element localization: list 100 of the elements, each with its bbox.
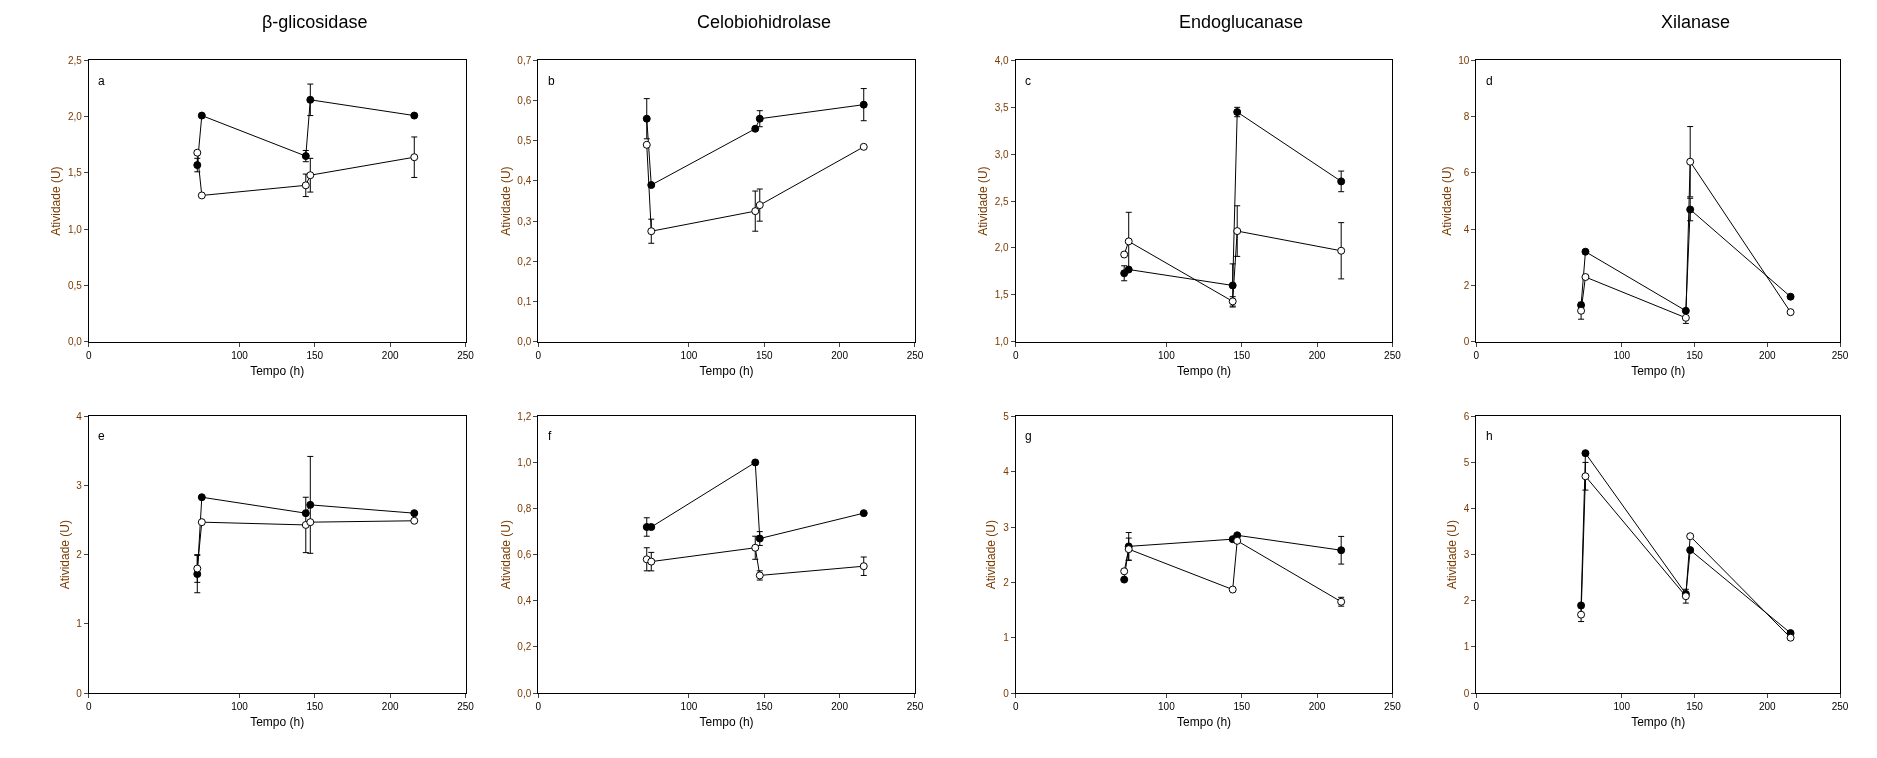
x-tick-label: 200 xyxy=(1758,701,1777,713)
x-tick-label: 100 xyxy=(1158,701,1176,713)
y-tick-label: 10 xyxy=(1458,54,1470,66)
y-tick-label: 0,5 xyxy=(517,135,532,147)
y-tick-label: 2 xyxy=(76,549,83,561)
x-tick-label: 100 xyxy=(1613,349,1631,361)
y-tick-label: 0,8 xyxy=(517,503,532,515)
x-tick-label: 200 xyxy=(381,701,399,713)
y-tick-label: 1 xyxy=(1003,632,1010,644)
y-axis-title: Atividade (U) xyxy=(984,520,999,590)
y-tick-label: 2 xyxy=(1003,576,1010,588)
y-tick-label: 1 xyxy=(1463,641,1470,653)
y-tick-label: 2 xyxy=(1463,279,1470,291)
y-tick-label: 4,0 xyxy=(994,54,1010,66)
x-tick-label: 250 xyxy=(1831,349,1849,361)
y-tick-label: 0,0 xyxy=(517,687,532,699)
y-tick-label: 8 xyxy=(1463,111,1470,123)
x-tick-label: 250 xyxy=(1384,349,1402,361)
y-tick-label: 1,5 xyxy=(67,167,83,179)
x-axis-title: Tempo (h) xyxy=(1177,714,1232,729)
x-tick-label: 150 xyxy=(1233,349,1251,361)
y-tick-label: 0,4 xyxy=(517,175,532,187)
y-tick-label: 0,0 xyxy=(67,336,83,348)
x-axis-title: Tempo (h) xyxy=(699,363,754,378)
y-tick-label: 1 xyxy=(76,618,83,630)
annotation: d xyxy=(1486,74,1493,88)
y-tick-label: 0,2 xyxy=(517,255,532,267)
x-axis-title: Tempo (h) xyxy=(250,363,305,378)
x-tick-label: 250 xyxy=(457,349,475,361)
y-tick-label: 2,0 xyxy=(67,111,83,123)
y-tick-label: 0 xyxy=(1463,687,1470,699)
y-tick-label: 0,2 xyxy=(517,641,532,653)
x-tick-label: 0 xyxy=(86,701,93,713)
y-tick-label: 4 xyxy=(76,410,83,422)
annotation: c xyxy=(1025,74,1031,88)
y-tick-label: 3 xyxy=(1003,521,1010,533)
y-tick-label: 1,5 xyxy=(994,289,1010,301)
y-tick-label: 0,5 xyxy=(67,279,83,291)
x-tick-label: 200 xyxy=(381,349,399,361)
annotation: h xyxy=(1486,429,1493,443)
y-tick-label: 5 xyxy=(1003,410,1010,422)
chart-title: β-glicosidase xyxy=(262,12,368,32)
y-tick-label: 3,0 xyxy=(994,148,1010,160)
y-axis-title: Atividade (U) xyxy=(1439,166,1454,236)
x-tick-label: 0 xyxy=(535,349,542,361)
y-tick-label: 0,0 xyxy=(517,336,532,348)
x-tick-label: 150 xyxy=(1686,349,1704,361)
y-tick-label: 4 xyxy=(1463,503,1470,515)
chart-title: Endoglucanase xyxy=(1179,12,1304,32)
y-axis-title: Atividade (U) xyxy=(57,520,72,590)
y-tick-label: 0,6 xyxy=(517,95,532,107)
y-tick-label: 2,0 xyxy=(994,242,1010,254)
annotation: a xyxy=(98,74,105,88)
x-tick-label: 200 xyxy=(831,349,849,361)
y-tick-label: 3,5 xyxy=(994,101,1010,113)
y-tick-label: 6 xyxy=(1463,410,1470,422)
y-tick-label: 1,2 xyxy=(517,410,532,422)
x-tick-label: 200 xyxy=(1758,349,1777,361)
y-tick-label: 1,0 xyxy=(67,223,83,235)
y-tick-label: 5 xyxy=(1463,456,1470,468)
annotation: f xyxy=(548,429,552,443)
x-tick-label: 150 xyxy=(1686,701,1704,713)
x-tick-label: 100 xyxy=(680,349,698,361)
x-tick-label: 0 xyxy=(86,349,93,361)
x-tick-label: 100 xyxy=(231,349,249,361)
y-tick-label: 4 xyxy=(1003,466,1010,478)
y-axis-title: Atividade (U) xyxy=(976,166,991,236)
x-tick-label: 100 xyxy=(1613,701,1631,713)
x-tick-label: 0 xyxy=(535,701,542,713)
chart-title: Celobiohidrolase xyxy=(697,12,832,32)
y-tick-label: 1,0 xyxy=(517,456,532,468)
x-tick-label: 0 xyxy=(1012,701,1019,713)
x-tick-label: 100 xyxy=(680,701,698,713)
y-tick-label: 2 xyxy=(1463,595,1470,607)
x-tick-label: 250 xyxy=(1831,701,1849,713)
y-axis-title: Atividade (U) xyxy=(1445,520,1460,590)
x-tick-label: 0 xyxy=(1473,701,1480,713)
x-tick-label: 200 xyxy=(831,701,849,713)
x-tick-label: 200 xyxy=(1308,349,1326,361)
y-tick-label: 0 xyxy=(1463,336,1470,348)
y-tick-label: 3 xyxy=(1463,549,1470,561)
x-tick-label: 150 xyxy=(306,349,324,361)
annotation: b xyxy=(548,74,555,88)
y-axis-title: Atividade (U) xyxy=(498,166,513,236)
x-tick-label: 250 xyxy=(906,701,924,713)
x-tick-label: 0 xyxy=(1473,349,1480,361)
y-tick-label: 2,5 xyxy=(67,54,83,66)
y-axis-title: Atividade (U) xyxy=(49,166,64,236)
x-axis-title: Tempo (h) xyxy=(1177,363,1232,378)
x-tick-label: 100 xyxy=(1158,349,1176,361)
y-tick-label: 3 xyxy=(76,479,83,491)
x-tick-label: 150 xyxy=(306,701,324,713)
y-tick-label: 0,3 xyxy=(517,215,532,227)
x-tick-label: 0 xyxy=(1012,349,1019,361)
x-tick-label: 150 xyxy=(1233,701,1251,713)
y-tick-label: 0,1 xyxy=(517,296,532,308)
x-axis-title: Tempo (h) xyxy=(699,714,754,729)
y-tick-label: 0 xyxy=(76,687,83,699)
x-tick-label: 250 xyxy=(1384,701,1402,713)
y-tick-label: 4 xyxy=(1463,223,1470,235)
